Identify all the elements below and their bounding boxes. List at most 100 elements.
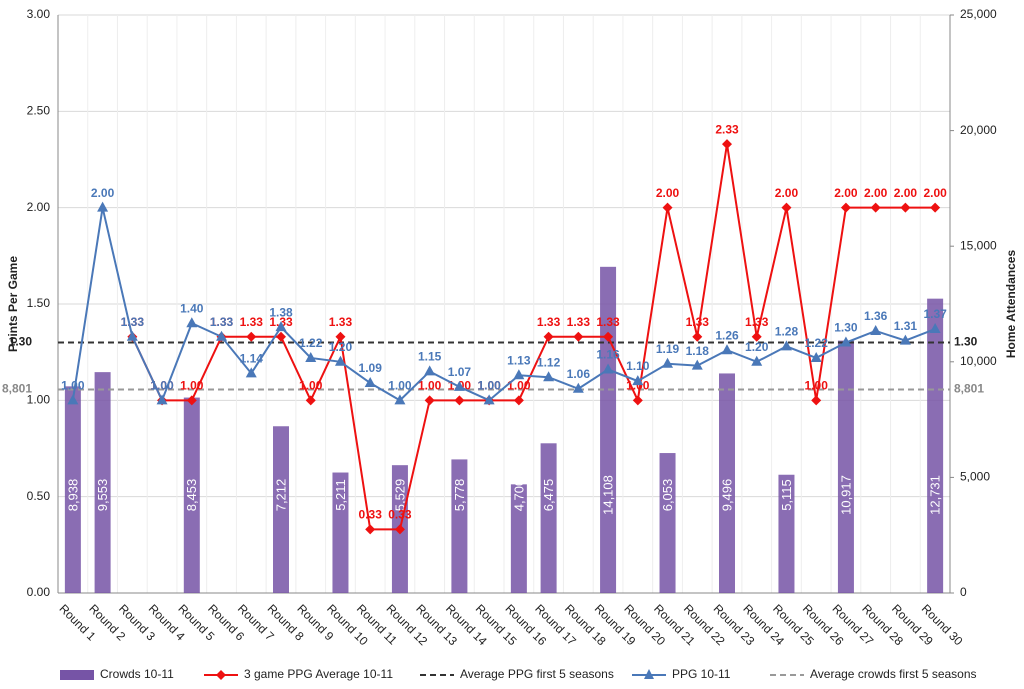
marker bbox=[722, 139, 732, 150]
data-label: 1.07 bbox=[448, 365, 472, 379]
marker bbox=[721, 344, 733, 355]
marker bbox=[334, 355, 346, 366]
marker bbox=[840, 202, 851, 213]
marker bbox=[335, 331, 346, 342]
data-label: 1.14 bbox=[240, 352, 264, 366]
marker bbox=[543, 331, 554, 342]
y-tick-label: 0.00 bbox=[27, 585, 51, 599]
marker bbox=[394, 524, 405, 535]
line bbox=[131, 143, 936, 531]
data-label: 1.00 bbox=[180, 379, 204, 393]
marker bbox=[632, 395, 643, 406]
data-label: 1.19 bbox=[656, 342, 680, 356]
legend-label: PPG 10-11 bbox=[672, 667, 731, 681]
data-label: 1.22 bbox=[299, 336, 323, 350]
marker bbox=[662, 357, 674, 368]
data-label: 2.00 bbox=[775, 186, 799, 200]
data-label: 1.12 bbox=[537, 355, 561, 369]
data-label: 1.00 bbox=[477, 379, 501, 393]
data-label: 5,778 bbox=[452, 479, 467, 512]
reference-label: 1.30 bbox=[954, 335, 978, 349]
marker bbox=[780, 340, 792, 351]
legend-swatch bbox=[60, 670, 94, 680]
marker bbox=[513, 369, 525, 380]
data-label: 0.33 bbox=[359, 508, 383, 522]
data-label: 1.15 bbox=[418, 350, 442, 364]
marker bbox=[305, 395, 316, 406]
marker bbox=[840, 336, 852, 347]
bar bbox=[540, 443, 557, 593]
data-label: 1.18 bbox=[686, 344, 710, 358]
marker bbox=[811, 395, 822, 406]
bar bbox=[927, 298, 944, 593]
marker bbox=[751, 355, 763, 366]
y2-tick-label: 10,000 bbox=[960, 354, 997, 368]
data-label: 2.00 bbox=[894, 186, 918, 200]
bar bbox=[273, 426, 289, 593]
marker bbox=[899, 334, 911, 345]
marker bbox=[781, 202, 792, 213]
y2-tick-label: 0 bbox=[960, 585, 967, 599]
y2-tick-label: 25,000 bbox=[960, 7, 997, 21]
data-label: 5,529 bbox=[392, 479, 407, 512]
marker bbox=[186, 395, 197, 406]
data-label: 1.33 bbox=[210, 315, 234, 329]
data-label: 1.26 bbox=[715, 328, 739, 342]
data-label: 6,475 bbox=[541, 479, 556, 512]
data-label: 1.00 bbox=[61, 379, 85, 393]
data-label: 2.33 bbox=[715, 122, 739, 136]
bar bbox=[600, 266, 617, 593]
marker bbox=[365, 524, 376, 535]
marker bbox=[929, 323, 941, 334]
marker bbox=[662, 202, 673, 213]
data-label: 1.20 bbox=[745, 340, 769, 354]
marker bbox=[603, 331, 614, 342]
legend-label: Crowds 10-11 bbox=[100, 667, 174, 681]
marker bbox=[246, 331, 257, 342]
data-label: 7,212 bbox=[273, 479, 288, 512]
data-label: 1.09 bbox=[359, 361, 383, 375]
y2-tick-label: 15,000 bbox=[960, 238, 997, 252]
data-label: 1.00 bbox=[477, 379, 501, 393]
data-label: 5,115 bbox=[779, 479, 794, 511]
marker bbox=[67, 394, 79, 405]
y2-tick-label: 5,000 bbox=[960, 470, 990, 484]
y-tick-label: 2.00 bbox=[27, 200, 51, 214]
legend-label: Average crowds first 5 seasons bbox=[810, 667, 977, 681]
data-label: 1.00 bbox=[507, 379, 531, 393]
legend-swatch bbox=[216, 670, 226, 680]
bar bbox=[659, 453, 676, 593]
bar bbox=[778, 474, 795, 593]
marker bbox=[751, 331, 762, 342]
data-label: 1.33 bbox=[240, 315, 264, 329]
data-label: 1.10 bbox=[626, 359, 650, 373]
marker bbox=[870, 202, 881, 213]
data-label: 9,496 bbox=[719, 479, 734, 512]
data-label: 1.38 bbox=[269, 305, 293, 319]
reference-label: 8,801 bbox=[2, 382, 32, 396]
bar bbox=[451, 459, 468, 593]
data-label: 14,108 bbox=[601, 475, 616, 515]
data-label: 1.13 bbox=[507, 353, 531, 367]
data-label: 1.33 bbox=[329, 315, 353, 329]
y-tick-label: 2.50 bbox=[27, 104, 51, 118]
data-label: 1.22 bbox=[805, 336, 829, 350]
marker bbox=[602, 363, 614, 374]
marker bbox=[543, 371, 555, 382]
y-tick-label: 3.00 bbox=[27, 7, 51, 21]
marker bbox=[156, 394, 168, 405]
reference-label: 1.30 bbox=[9, 335, 33, 349]
reference-label: 8,801 bbox=[954, 382, 984, 396]
marker bbox=[275, 321, 287, 332]
marker bbox=[424, 395, 435, 406]
data-label: 1.28 bbox=[775, 325, 799, 339]
bar bbox=[64, 386, 81, 593]
marker bbox=[245, 367, 257, 378]
data-label: 0.33 bbox=[388, 508, 412, 522]
data-label: 2.00 bbox=[91, 186, 115, 200]
y-axis-title: Points Per Game bbox=[6, 256, 20, 352]
data-label: 1.33 bbox=[121, 315, 145, 329]
data-label: 1.33 bbox=[567, 315, 591, 329]
data-label: 1.33 bbox=[596, 315, 620, 329]
marker bbox=[216, 330, 228, 341]
